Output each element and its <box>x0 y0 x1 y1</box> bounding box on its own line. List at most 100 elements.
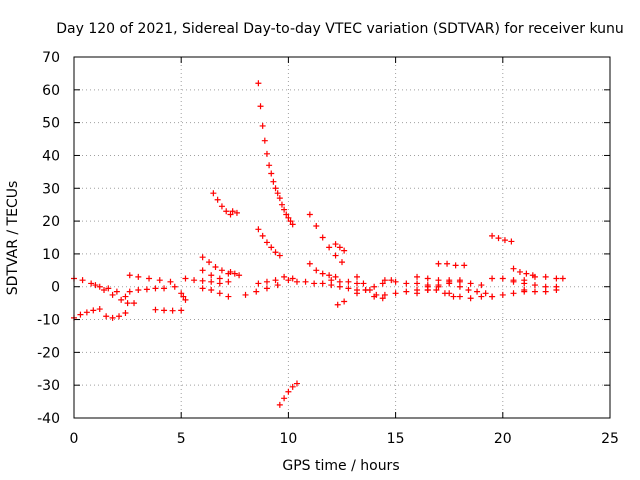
data-point <box>212 264 219 271</box>
x-tick-label: 10 <box>279 431 297 447</box>
data-point <box>516 268 523 275</box>
series-arc-23 <box>306 211 345 266</box>
y-axis-label: SDTVAR / TECUs <box>5 181 21 296</box>
data-point <box>152 306 159 313</box>
series-arc-39 <box>456 283 489 297</box>
data-point <box>379 295 386 302</box>
data-point <box>118 296 125 303</box>
series-arc-25 <box>332 241 348 254</box>
y-tick-label: 50 <box>42 116 60 132</box>
data-point <box>328 277 335 284</box>
data-point <box>285 388 292 395</box>
series-arc-04 <box>92 282 131 307</box>
data-point <box>553 287 560 294</box>
data-point <box>313 267 320 274</box>
data-point <box>180 293 187 300</box>
data-point <box>341 298 348 305</box>
series-arc-10 <box>199 254 232 277</box>
data-point <box>446 290 453 297</box>
data-point <box>392 290 399 297</box>
data-point <box>178 290 185 297</box>
x-tick-label: 20 <box>494 431 512 447</box>
series-arc-31 <box>371 287 431 300</box>
data-point <box>542 273 549 280</box>
data-point <box>274 190 281 197</box>
data-point <box>489 275 496 282</box>
data-point <box>167 278 174 285</box>
data-point <box>105 285 112 292</box>
data-point <box>92 282 99 289</box>
data-point <box>435 277 442 284</box>
data-point <box>510 265 517 272</box>
data-point <box>499 275 506 282</box>
series-arc-20 <box>276 380 300 408</box>
data-point <box>96 283 103 290</box>
data-point <box>218 203 225 210</box>
data-point <box>531 273 538 280</box>
data-point <box>424 275 431 282</box>
data-point <box>272 249 279 256</box>
x-tick-label: 15 <box>387 431 405 447</box>
grid-layer <box>74 57 610 418</box>
data-point <box>559 275 566 282</box>
data-point <box>152 285 159 292</box>
data-point <box>531 288 538 295</box>
data-point <box>143 286 150 293</box>
data-point <box>414 280 421 287</box>
data-point <box>255 80 262 87</box>
data-point <box>276 401 283 408</box>
data-point <box>270 178 277 185</box>
data-point <box>199 277 206 284</box>
data-point <box>424 283 431 290</box>
data-point <box>161 307 168 314</box>
data-point <box>433 287 440 294</box>
data-point <box>285 214 292 221</box>
data-point <box>261 137 268 144</box>
y-tick-label: -10 <box>37 313 60 329</box>
data-point <box>334 301 341 308</box>
data-point <box>253 288 260 295</box>
data-point <box>122 309 129 316</box>
data-point <box>268 170 275 177</box>
data-point <box>90 307 97 314</box>
data-points <box>71 80 566 408</box>
data-point <box>489 293 496 300</box>
data-point <box>467 295 474 302</box>
data-point <box>257 103 264 110</box>
data-point <box>489 232 496 239</box>
data-point <box>326 272 333 279</box>
y-tick-label: -40 <box>37 411 60 427</box>
data-point <box>191 277 198 284</box>
data-point <box>354 290 361 297</box>
data-point <box>450 293 457 300</box>
data-point <box>272 185 279 192</box>
data-point <box>362 287 369 294</box>
data-point <box>332 273 339 280</box>
data-point <box>332 241 339 248</box>
data-point <box>446 277 453 284</box>
data-point <box>161 285 168 292</box>
series-arc-40 <box>489 275 528 284</box>
data-point <box>289 275 296 282</box>
data-point <box>531 282 538 289</box>
data-point <box>259 122 266 129</box>
data-point <box>354 280 361 287</box>
data-point <box>131 300 138 307</box>
y-tick-label: 0 <box>51 280 60 296</box>
series-arc-09 <box>182 275 223 287</box>
data-point <box>229 208 236 215</box>
data-point <box>216 290 223 297</box>
data-point <box>79 277 86 284</box>
data-point <box>381 291 388 298</box>
data-point <box>126 288 133 295</box>
data-point <box>116 313 123 320</box>
data-point <box>542 288 549 295</box>
data-point <box>456 283 463 290</box>
data-point <box>456 293 463 300</box>
data-point <box>403 280 410 287</box>
data-point <box>96 306 103 313</box>
series-arc-19 <box>255 226 283 259</box>
series-arc-18 <box>278 201 296 228</box>
series-arc-30 <box>354 277 395 297</box>
data-point <box>109 314 116 321</box>
